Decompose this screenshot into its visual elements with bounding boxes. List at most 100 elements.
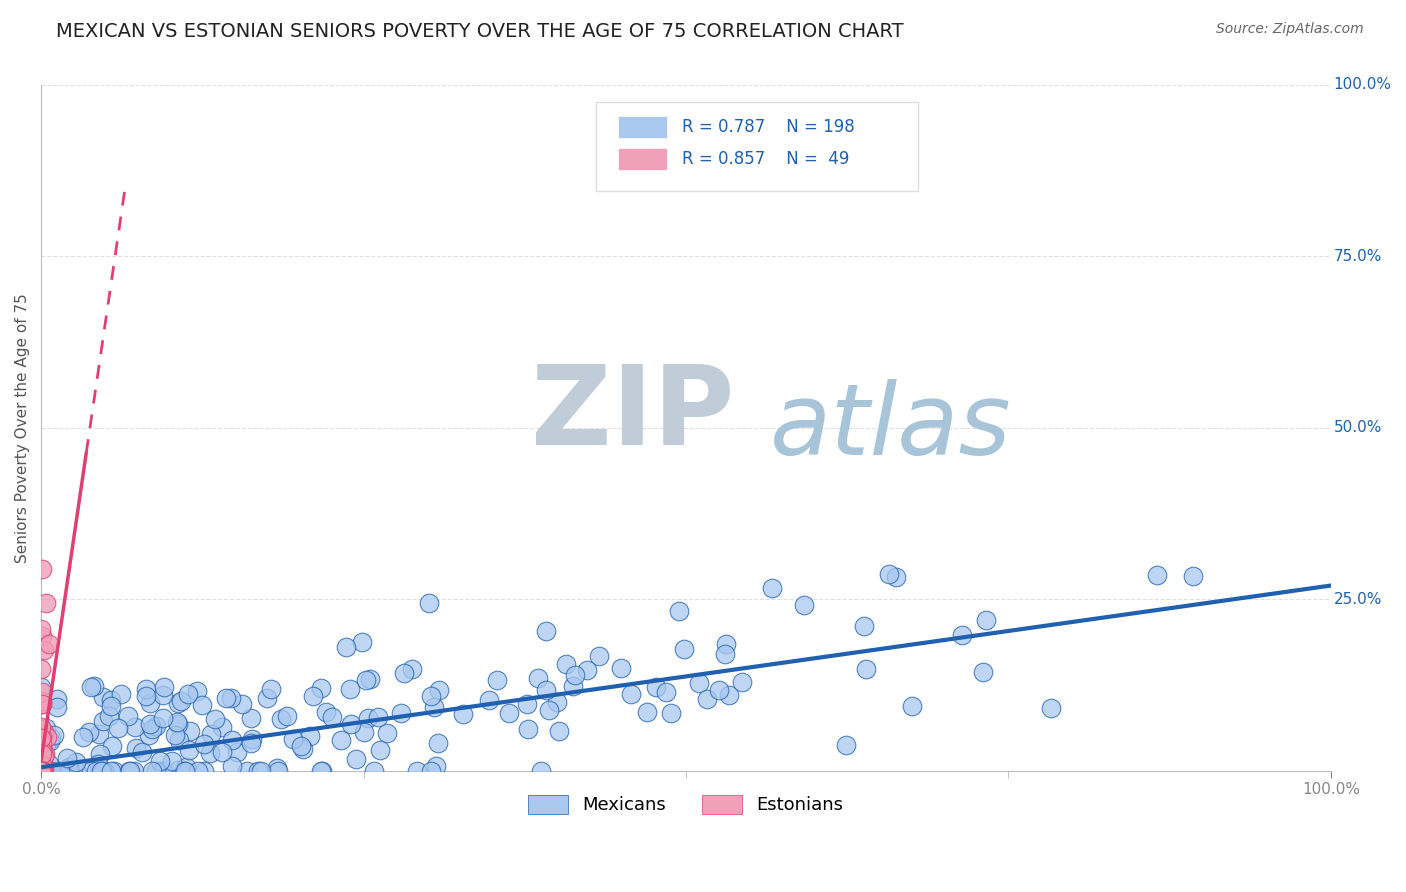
Point	[240, 735, 263, 749]
Point	[31, 764, 53, 778]
Point	[152, 711, 174, 725]
Point	[35, 597, 58, 611]
Point	[367, 710, 389, 724]
Point	[45, 764, 67, 778]
Point	[731, 675, 754, 690]
Point	[166, 714, 188, 729]
Point	[160, 755, 183, 769]
Point	[256, 690, 278, 705]
Point	[204, 712, 226, 726]
Point	[30, 764, 52, 778]
Point	[30, 764, 52, 778]
Point	[620, 688, 643, 702]
Point	[32, 747, 55, 761]
Point	[30, 622, 52, 636]
Point	[240, 731, 263, 746]
Point	[107, 721, 129, 735]
Point	[717, 688, 740, 702]
Point	[950, 628, 973, 642]
Point	[31, 764, 53, 778]
Point	[32, 764, 55, 778]
Point	[1182, 569, 1205, 583]
Point	[31, 561, 53, 575]
Point	[30, 764, 52, 778]
Point	[688, 676, 710, 690]
Point	[610, 661, 633, 675]
Point	[834, 738, 856, 752]
Point	[149, 754, 172, 768]
Point	[31, 764, 53, 778]
Point	[423, 699, 446, 714]
Point	[91, 764, 114, 778]
Text: 75.0%: 75.0%	[1333, 249, 1382, 264]
Point	[150, 764, 173, 778]
Point	[427, 683, 450, 698]
Point	[401, 662, 423, 676]
Point	[77, 725, 100, 739]
Point	[191, 698, 214, 712]
Point	[34, 642, 56, 657]
Point	[31, 629, 53, 643]
Point	[139, 716, 162, 731]
Point	[35, 721, 58, 735]
Point	[517, 722, 540, 736]
Point	[31, 697, 53, 711]
Point	[31, 758, 53, 772]
Point	[193, 737, 215, 751]
Point	[654, 685, 676, 699]
Point	[31, 764, 53, 778]
Point	[125, 741, 148, 756]
Point	[530, 764, 553, 778]
Point	[122, 764, 145, 778]
Point	[31, 758, 53, 772]
Point	[138, 728, 160, 742]
Point	[97, 708, 120, 723]
Point	[536, 682, 558, 697]
Point	[193, 764, 215, 778]
Point	[673, 642, 696, 657]
Point	[46, 692, 69, 706]
Point	[145, 719, 167, 733]
Point	[246, 764, 269, 778]
Point	[166, 696, 188, 710]
Point	[31, 693, 53, 707]
Point	[696, 692, 718, 706]
Point	[135, 681, 157, 696]
Point	[30, 681, 52, 695]
Point	[375, 725, 398, 739]
Point	[31, 685, 53, 699]
Point	[58, 763, 80, 777]
Point	[31, 764, 53, 778]
Point	[31, 698, 53, 712]
Point	[236, 764, 259, 778]
Point	[299, 729, 322, 743]
Point	[34, 747, 56, 762]
Point	[321, 710, 343, 724]
Point	[90, 764, 112, 778]
Point	[32, 749, 55, 764]
Point	[389, 706, 412, 720]
Point	[38, 764, 60, 778]
Point	[270, 712, 292, 726]
Point	[30, 662, 52, 676]
Point	[83, 679, 105, 693]
Point	[359, 672, 381, 686]
Point	[292, 741, 315, 756]
Point	[31, 757, 53, 772]
Point	[1039, 701, 1062, 715]
Point	[166, 716, 188, 731]
Point	[65, 756, 87, 770]
Point	[31, 764, 53, 778]
Point	[301, 689, 323, 703]
Point	[58, 764, 80, 778]
Point	[714, 636, 737, 650]
Point	[221, 759, 243, 773]
Point	[311, 764, 333, 778]
Point	[976, 613, 998, 627]
Point	[72, 731, 94, 745]
Point	[45, 764, 67, 778]
Point	[30, 731, 52, 745]
Point	[131, 745, 153, 759]
Point	[30, 742, 52, 756]
Point	[315, 705, 337, 719]
